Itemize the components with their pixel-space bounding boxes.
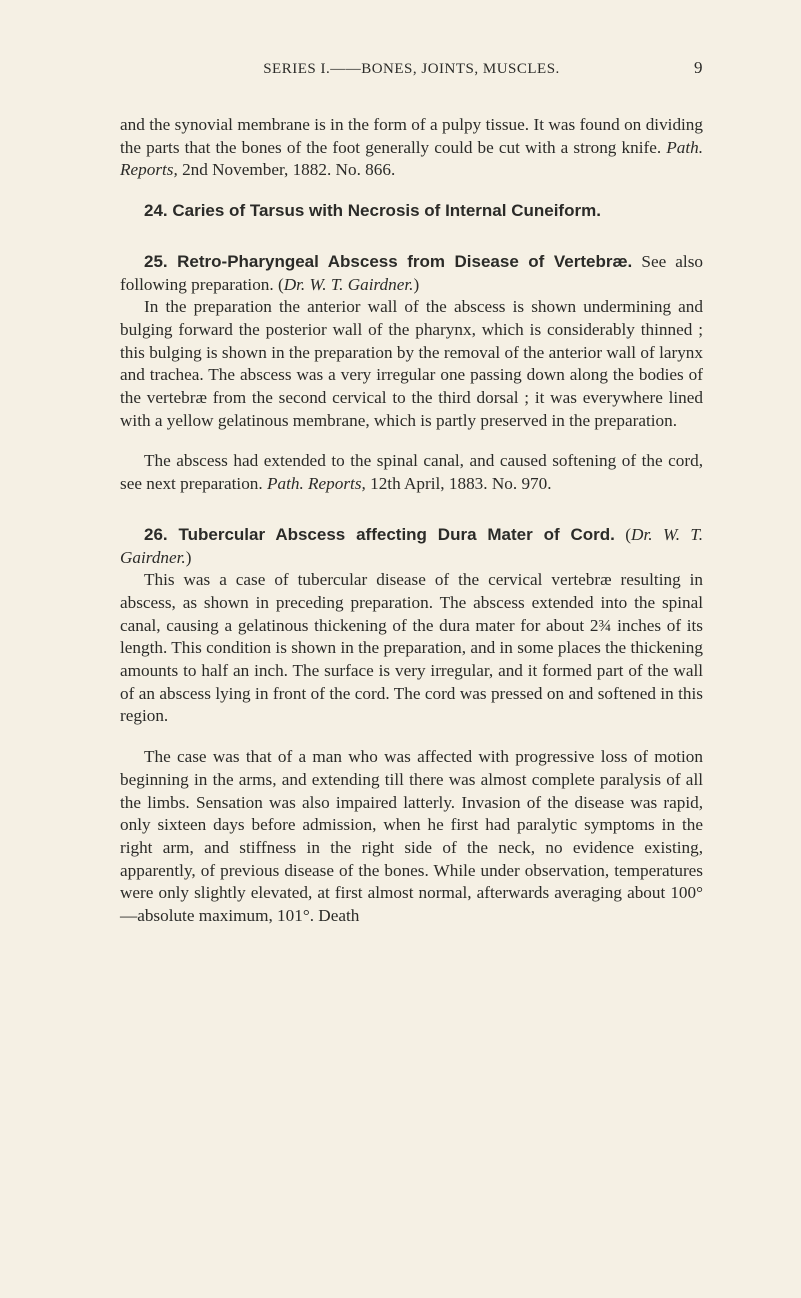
page-number: 9 bbox=[673, 58, 703, 78]
section-26-number: 26. bbox=[144, 525, 179, 544]
section-26-title: Tubercular Abscess affecting Dura Mater … bbox=[179, 525, 615, 544]
section-25-close: ) bbox=[413, 275, 419, 294]
s25-p2-ital: Path. Reports, bbox=[267, 474, 366, 493]
gap-2 bbox=[120, 514, 703, 524]
section-25-title: Retro-Pharyngeal Abscess from Disease of… bbox=[177, 252, 632, 271]
section-25-ital: Dr. W. T. Gairdner. bbox=[284, 275, 414, 294]
section-26-close: ) bbox=[186, 548, 192, 567]
section-26-p1: This was a case of tubercular disease of… bbox=[120, 569, 703, 728]
section-24-heading: 24. Caries of Tarsus with Necrosis of In… bbox=[120, 200, 703, 223]
section-24-title: Caries of Tarsus with Necrosis of Intern… bbox=[172, 201, 601, 220]
section-25-p2: The abscess had extended to the spinal c… bbox=[120, 450, 703, 495]
s25-p2-b: 12th April, 1883. No. 970. bbox=[366, 474, 552, 493]
header-title: SERIES I.——BONES, JOINTS, MUSCLES. bbox=[150, 61, 673, 78]
page-container: SERIES I.——BONES, JOINTS, MUSCLES. 9 and… bbox=[0, 0, 801, 1298]
section-25-number: 25. bbox=[144, 252, 177, 271]
section-26-heading: 26. Tubercular Abscess affecting Dura Ma… bbox=[120, 524, 703, 569]
section-26-p2: The case was that of a man who was affec… bbox=[120, 746, 703, 928]
intro-text-b: 2nd November, 1882. No. 866. bbox=[178, 160, 395, 179]
section-26-after: ( bbox=[615, 525, 631, 544]
intro-text-a: and the synovial membrane is in the form… bbox=[120, 115, 703, 157]
section-25-p1: In the preparation the anterior wall of … bbox=[120, 296, 703, 432]
running-header: SERIES I.——BONES, JOINTS, MUSCLES. 9 bbox=[120, 58, 703, 78]
gap bbox=[120, 241, 703, 251]
intro-paragraph: and the synovial membrane is in the form… bbox=[120, 114, 703, 182]
section-25-heading: 25. Retro-Pharyngeal Abscess from Diseas… bbox=[120, 251, 703, 296]
section-24-number: 24. bbox=[144, 201, 172, 220]
